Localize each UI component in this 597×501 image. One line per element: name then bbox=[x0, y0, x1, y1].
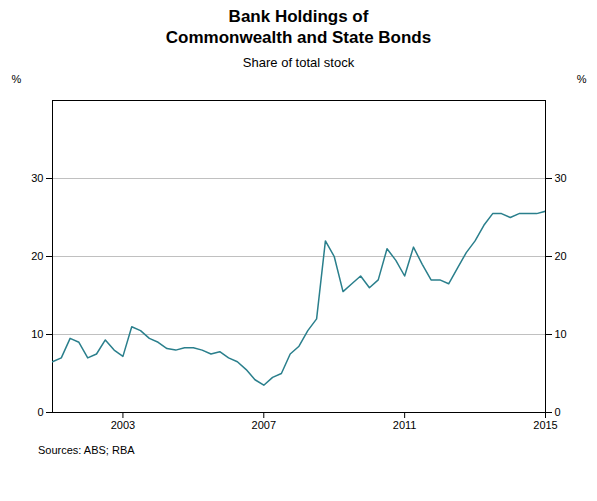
svg-text:%: % bbox=[577, 73, 587, 85]
svg-text:0: 0 bbox=[37, 406, 43, 418]
svg-text:10: 10 bbox=[31, 328, 43, 340]
svg-text:10: 10 bbox=[555, 328, 567, 340]
svg-text:2007: 2007 bbox=[252, 419, 276, 431]
html-text:Bank Holdings of Commonwealth: Bank Holdings of Commonwealth and State … bbox=[165, 7, 432, 48]
svg-text:2015: 2015 bbox=[533, 419, 557, 431]
svg-text:30: 30 bbox=[555, 172, 567, 184]
svg-text:20: 20 bbox=[555, 250, 567, 262]
svg-text:0: 0 bbox=[555, 406, 561, 418]
svg-text:30: 30 bbox=[31, 172, 43, 184]
html-text:Share of total stock: Share of total stock bbox=[242, 54, 355, 70]
svg-text:20: 20 bbox=[31, 250, 43, 262]
html-text:Sources: ABS; RBA: Sources: ABS; RBA bbox=[38, 443, 135, 456]
svg-text:2011: 2011 bbox=[393, 419, 417, 431]
svg-text:%: % bbox=[12, 73, 22, 85]
svg-text:2003: 2003 bbox=[111, 419, 135, 431]
